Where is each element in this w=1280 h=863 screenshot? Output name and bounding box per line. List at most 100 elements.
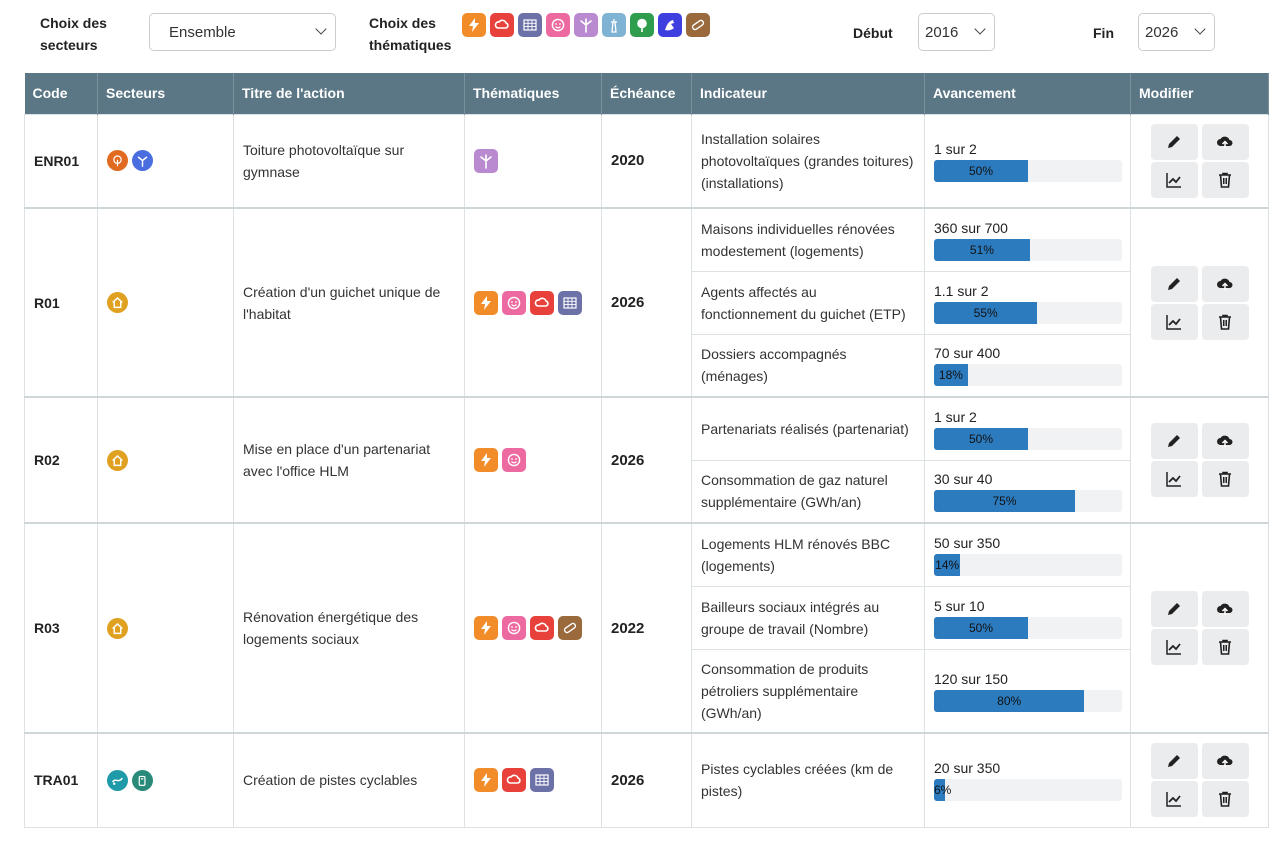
progress-cell: 20 sur 350 6% xyxy=(924,732,1131,828)
progress-cell: 30 sur 40 75% xyxy=(924,459,1131,524)
lighthouse-icon[interactable] xyxy=(602,13,626,37)
echeance: 2026 xyxy=(601,396,692,524)
bandage-icon[interactable] xyxy=(686,13,710,37)
smiley-icon xyxy=(502,448,526,472)
pencil-icon xyxy=(1165,133,1183,151)
lightning-icon xyxy=(474,290,498,315)
header-avancement[interactable]: Avancement xyxy=(924,73,1131,114)
trash-icon xyxy=(1216,790,1234,808)
sectors-cell xyxy=(97,113,234,209)
edit-button[interactable] xyxy=(1150,743,1198,780)
progress-percent: 51% xyxy=(969,242,994,257)
echeance: 2026 xyxy=(601,207,692,398)
progress-bar: 75% xyxy=(934,490,1122,513)
upload-button[interactable] xyxy=(1201,423,1249,459)
tree-icon[interactable] xyxy=(630,13,654,37)
action-code: R03 xyxy=(24,522,98,734)
delete-button[interactable] xyxy=(1201,161,1249,198)
edit-button[interactable] xyxy=(1150,123,1198,160)
header-indicateur[interactable]: Indicateur xyxy=(691,73,925,114)
echeance: 2026 xyxy=(601,732,692,828)
pencil-icon xyxy=(1165,600,1183,618)
trash-icon xyxy=(1216,470,1234,488)
chart-button[interactable] xyxy=(1150,461,1198,497)
table-row: R03 Rénovation énergétique des logements … xyxy=(24,522,1269,734)
co2-cloud-icon xyxy=(530,616,554,640)
smiley-icon[interactable] xyxy=(546,13,570,37)
lightning-icon[interactable] xyxy=(462,13,486,37)
progress-text: 120 sur 150 xyxy=(934,670,1008,687)
edit-button[interactable] xyxy=(1150,265,1198,302)
edit-button[interactable] xyxy=(1150,591,1198,627)
wind-sector-icon xyxy=(132,150,153,172)
chart-button[interactable] xyxy=(1150,161,1198,198)
progress-cell: 360 sur 700 51% xyxy=(924,207,1131,272)
arm-icon[interactable] xyxy=(658,13,682,37)
edit-button[interactable] xyxy=(1150,423,1198,459)
action-title: Création d'un guichet unique de l'habita… xyxy=(233,207,465,398)
chart-icon xyxy=(1165,638,1183,656)
progress-fill xyxy=(934,779,946,802)
indicator-label: Dossiers accompagnés (ménages) xyxy=(691,333,925,398)
upload-button[interactable] xyxy=(1201,743,1249,780)
delete-button[interactable] xyxy=(1201,461,1249,497)
header-modifier: Modifier xyxy=(1130,73,1269,114)
upload-button[interactable] xyxy=(1201,265,1249,302)
secteurs-select[interactable]: Ensemble xyxy=(149,13,336,51)
progress-fill xyxy=(934,238,1030,261)
solar-panel-icon[interactable] xyxy=(518,13,542,37)
progress-text: 1.1 sur 2 xyxy=(934,282,989,299)
progress-percent: 55% xyxy=(973,305,998,320)
progress-percent: 75% xyxy=(992,494,1017,509)
progress-text: 30 sur 40 xyxy=(934,471,993,488)
progress-percent: 50% xyxy=(968,431,994,446)
progress-fill xyxy=(934,616,1028,639)
cloud-upload-icon xyxy=(1216,600,1234,618)
debut-select[interactable]: 2016 xyxy=(918,13,995,51)
progress-text: 360 sur 700 xyxy=(934,219,1008,236)
indicator-label: Consommation de gaz naturel supplémentai… xyxy=(691,459,925,524)
actions-cell xyxy=(1130,732,1269,828)
fin-select[interactable]: 2026 xyxy=(1138,13,1215,51)
delete-button[interactable] xyxy=(1201,629,1249,665)
delete-button[interactable] xyxy=(1201,303,1249,340)
upload-button[interactable] xyxy=(1201,591,1249,627)
header-echeance[interactable]: Échéance xyxy=(601,73,692,114)
table-row: Consommation de gaz naturel supplémentai… xyxy=(25,459,1269,524)
chart-button[interactable] xyxy=(1150,629,1198,665)
debut-select-value: 2016 xyxy=(925,23,959,41)
indicator-label: Logements HLM rénovés BBC (logements) xyxy=(691,522,925,587)
lightning-icon xyxy=(474,768,498,793)
chart-button[interactable] xyxy=(1150,303,1198,340)
action-title: Création de pistes cyclables xyxy=(233,732,465,828)
house-icon xyxy=(107,292,128,313)
co2-cloud-icon xyxy=(530,290,554,315)
progress-text: 5 sur 10 xyxy=(934,597,985,614)
upload-button[interactable] xyxy=(1201,123,1249,160)
header-thematiques[interactable]: Thématiques xyxy=(464,73,602,114)
transport-icon xyxy=(107,769,128,791)
action-title: Mise en place d'un partenariat avec l'of… xyxy=(233,396,465,524)
progress-bar: 80% xyxy=(934,689,1122,712)
wind-turbine-icon[interactable] xyxy=(574,13,598,37)
chevron-down-icon xyxy=(974,23,986,35)
solar-panel-icon xyxy=(558,290,582,315)
cloud-upload-icon xyxy=(1216,275,1234,293)
actions-cell xyxy=(1130,207,1269,398)
chart-button[interactable] xyxy=(1150,781,1198,818)
sectors-cell xyxy=(97,207,234,398)
cloud-upload-icon xyxy=(1216,432,1234,450)
progress-cell: 120 sur 150 80% xyxy=(924,648,1131,734)
action-code: R02 xyxy=(24,396,98,524)
chart-icon xyxy=(1165,790,1183,808)
co2-cloud-icon[interactable] xyxy=(490,13,514,37)
pencil-icon xyxy=(1165,432,1183,450)
header-secteurs[interactable]: Secteurs xyxy=(97,73,234,114)
delete-button[interactable] xyxy=(1201,781,1249,818)
progress-text: 20 sur 350 xyxy=(934,760,1001,777)
lightning-icon xyxy=(474,616,498,640)
header-titre[interactable]: Titre de l'action xyxy=(233,73,465,114)
themes-cell xyxy=(464,207,602,398)
header-code[interactable]: Code xyxy=(24,73,98,114)
progress-cell: 5 sur 10 50% xyxy=(924,585,1131,650)
